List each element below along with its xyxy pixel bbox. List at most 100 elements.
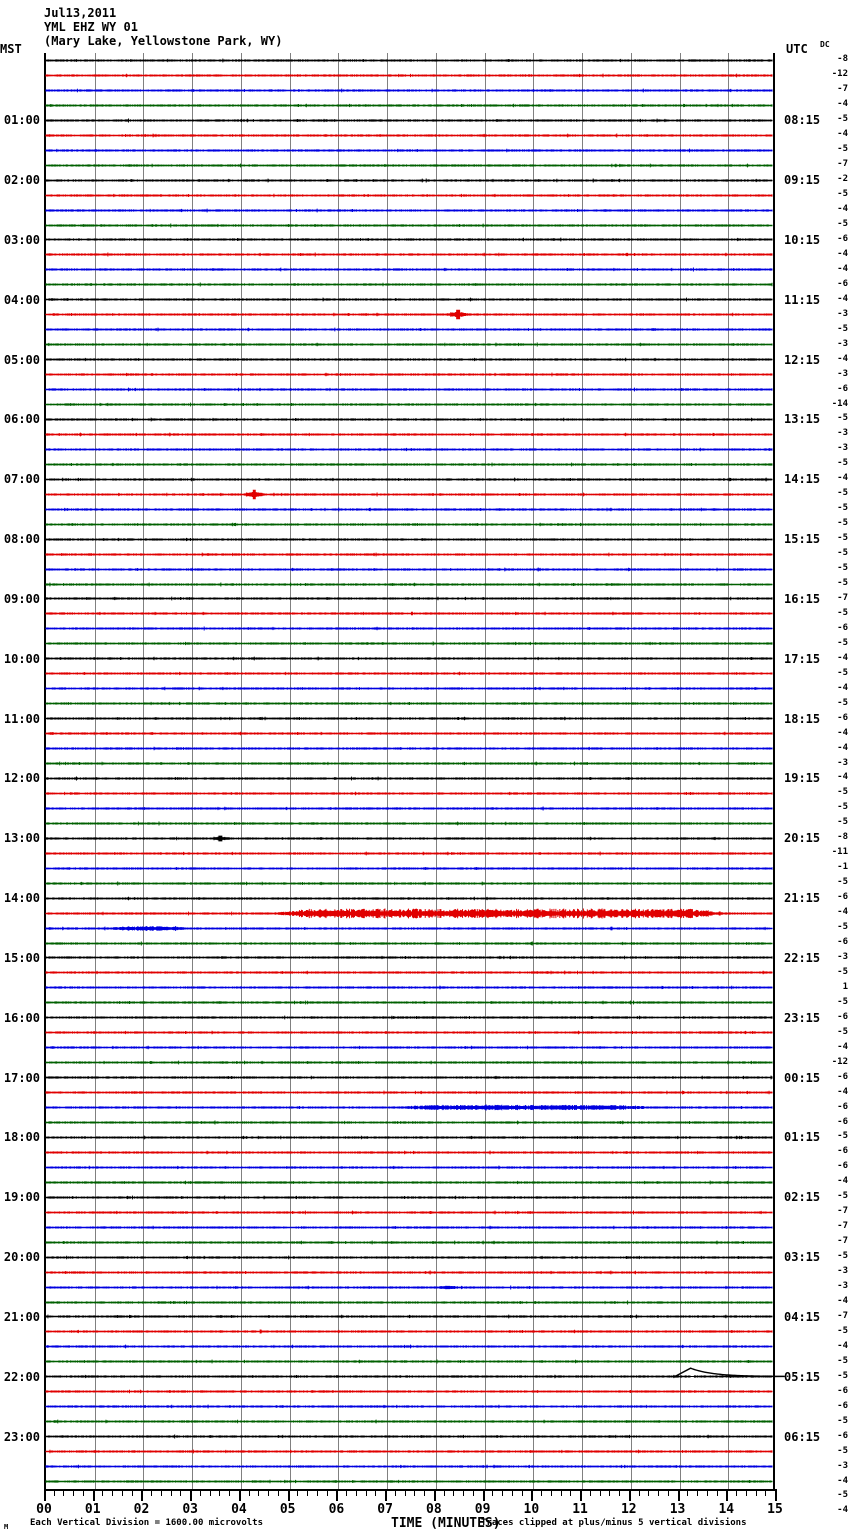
dc-offset-label: -6 (837, 1385, 848, 1396)
vertical-gridline (192, 53, 194, 1489)
x-tick-minor (453, 1489, 455, 1496)
seismic-trace (46, 290, 773, 309)
mst-hour-label: 23:00 (3, 1429, 40, 1444)
x-tick-minor (307, 1489, 309, 1496)
vertical-gridline (289, 53, 291, 1489)
mst-hour-label: 01:00 (3, 113, 40, 128)
vertical-gridline (143, 53, 145, 1489)
vertical-gridline (630, 53, 632, 1489)
utc-hour-label: 04:15 (784, 1309, 821, 1324)
trace-path (46, 268, 772, 272)
dc-offset-label: -12 (831, 69, 848, 80)
vertical-gridline (582, 53, 584, 1489)
dc-offset-label: -6 (837, 1161, 848, 1172)
seismic-trace (46, 1337, 773, 1356)
footer-corner-mark: M (4, 1523, 9, 1531)
utc-hour-label: 21:15 (784, 891, 821, 906)
trace-path (46, 448, 772, 452)
header-block: Jul13,2011 YML EHZ WY 01 (Mary Lake, Yel… (44, 6, 282, 48)
mst-hour-label: 05:00 (3, 352, 40, 367)
x-tick-minor (199, 1489, 201, 1496)
dc-offset-label: -5 (837, 996, 848, 1007)
trace-path (46, 986, 772, 990)
seismic-trace (46, 96, 773, 115)
dc-offset-label: -7 (837, 1221, 848, 1232)
header-station: YML EHZ WY 01 (44, 20, 138, 34)
dc-offset-label: -8 (837, 54, 848, 65)
trace-path (46, 1121, 772, 1125)
trace-path (46, 867, 772, 870)
trace-path (46, 1465, 772, 1469)
seismic-trace (46, 81, 773, 100)
x-tick-minor (599, 1489, 601, 1496)
x-tick-minor (706, 1489, 708, 1496)
trace-path (46, 238, 772, 242)
dc-offset-label: -6 (837, 383, 848, 394)
seismic-trace (46, 1322, 773, 1341)
seismic-trace (46, 709, 773, 728)
trace-path (46, 1105, 772, 1111)
seismic-trace (46, 440, 773, 459)
dc-offset-label: -7 (837, 1236, 848, 1247)
x-tick-minor (619, 1489, 621, 1496)
x-tick-minor (180, 1489, 182, 1496)
dc-offset-label: -3 (837, 338, 848, 349)
trace-path (46, 328, 772, 332)
seismic-trace (46, 1068, 773, 1087)
x-axis-tick-label: 07 (377, 1502, 393, 1517)
x-axis-tick-label: 12 (620, 1502, 637, 1517)
dc-offset-label: -5 (837, 413, 848, 424)
dc-offset-label: -5 (837, 548, 848, 559)
dc-offset-label: -6 (837, 892, 848, 903)
dc-offset-label: -3 (837, 428, 848, 439)
dc-offset-label: -3 (837, 757, 848, 768)
x-tick-major (677, 1489, 680, 1501)
x-tick-minor (609, 1489, 611, 1496)
mst-hour-label: 14:00 (3, 891, 40, 906)
trace-path (46, 1016, 772, 1020)
dc-offset-label: -3 (837, 443, 848, 454)
trace-path (46, 163, 772, 167)
vertical-gridline (94, 53, 96, 1489)
trace-path (46, 597, 772, 601)
x-tick-major (336, 1489, 339, 1501)
trace-path (46, 1450, 772, 1454)
dc-offset-label: -7 (837, 84, 848, 95)
x-tick-minor (258, 1489, 260, 1496)
trace-path (46, 1315, 772, 1319)
seismic-trace (46, 245, 773, 264)
trace-path (46, 612, 772, 616)
x-tick-minor (268, 1489, 270, 1496)
seismic-trace (46, 380, 773, 399)
dc-offset-label: -4 (837, 682, 848, 693)
x-tick-minor (355, 1489, 357, 1496)
dc-offset-label: -4 (837, 1340, 848, 1351)
x-tick-major (92, 1489, 95, 1501)
vertical-gridline (533, 53, 535, 1489)
x-axis-tick-label: 08 (426, 1502, 442, 1517)
trace-path (46, 178, 772, 182)
trace-path (46, 1180, 772, 1184)
utc-hour-label: 16:15 (784, 591, 821, 606)
trace-path (46, 956, 772, 960)
seismic-trace (46, 1442, 773, 1461)
dc-offset-label: -14 (831, 398, 848, 409)
x-tick-minor (151, 1489, 153, 1496)
utc-hour-label: 17:15 (784, 651, 821, 666)
calibration-pulse (674, 1367, 785, 1378)
x-tick-minor (472, 1489, 474, 1496)
trace-path (46, 133, 772, 137)
trace-path (46, 1270, 772, 1274)
seismic-trace (46, 126, 773, 145)
seismic-trace (46, 829, 773, 848)
trace-path (46, 908, 772, 918)
x-tick-minor (346, 1489, 348, 1496)
dc-offset-label: -8 (837, 832, 848, 843)
x-tick-major (190, 1489, 193, 1501)
dc-offset-label: -1 (837, 862, 848, 873)
mst-hour-label: 20:00 (3, 1250, 40, 1265)
trace-path (46, 1330, 772, 1334)
seismic-trace (46, 754, 773, 773)
mst-hour-label: 07:00 (3, 472, 40, 487)
seismic-trace (46, 1128, 773, 1147)
